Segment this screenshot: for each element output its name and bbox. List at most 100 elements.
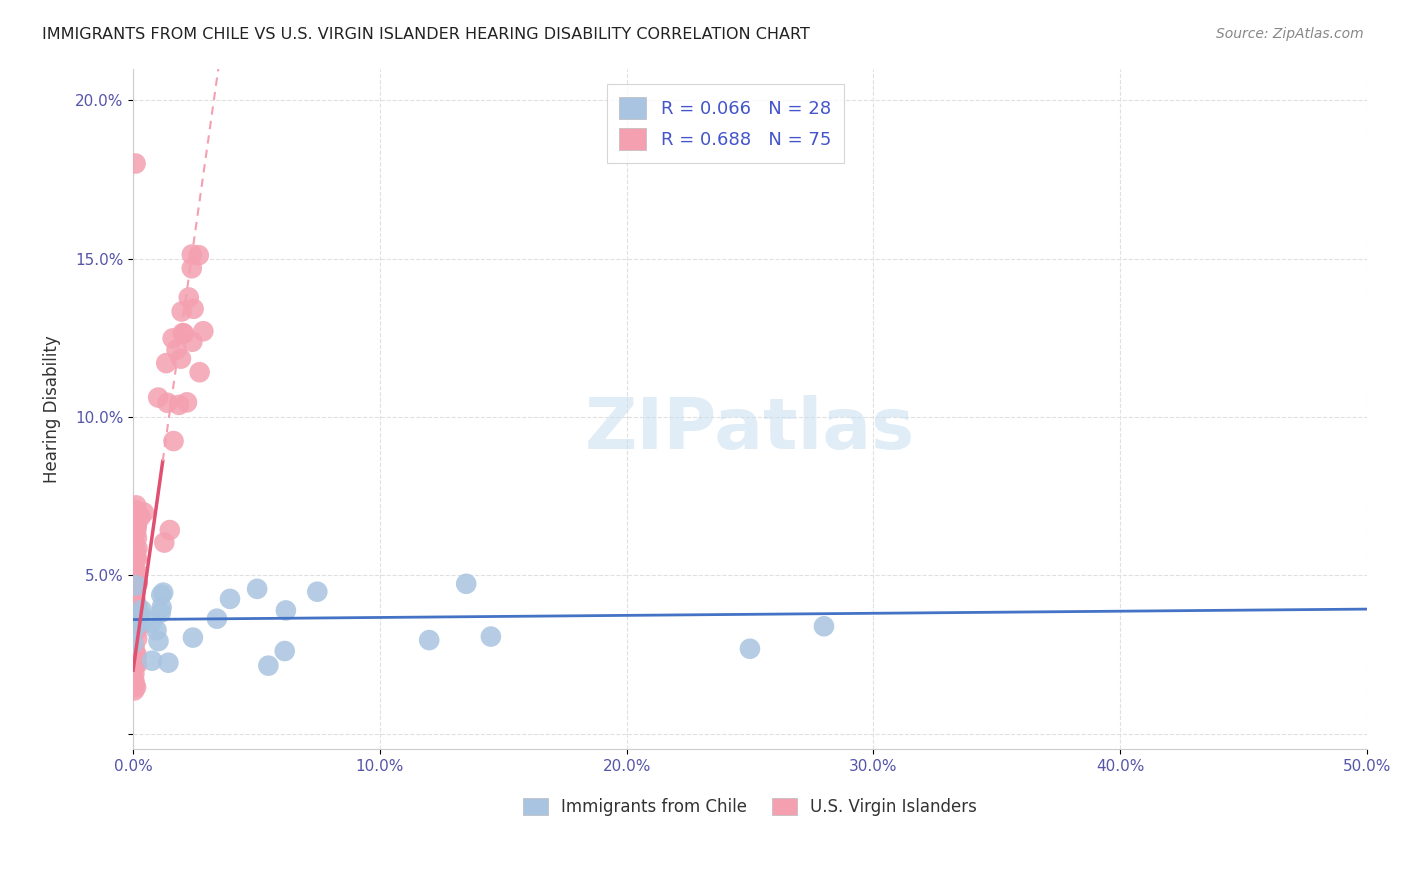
Point [176, 395, 198, 409]
Point [150, 600, 173, 615]
Text: ZIPatlas: ZIPatlas [585, 395, 915, 464]
Point [122, 624, 145, 638]
Point [177, 290, 200, 304]
Point [180, 247, 202, 261]
Point [170, 304, 193, 318]
Point [124, 603, 146, 617]
Legend: Immigrants from Chile, U.S. Virgin Islanders: Immigrants from Chile, U.S. Virgin Islan… [516, 791, 984, 822]
Point [170, 351, 193, 366]
Point [122, 502, 145, 516]
Point [124, 617, 146, 632]
Point [155, 356, 177, 370]
Point [127, 551, 149, 566]
Point [148, 634, 170, 648]
Point [124, 594, 146, 608]
Point [156, 396, 179, 410]
Point [813, 619, 835, 633]
Point [145, 624, 167, 638]
Point [188, 365, 211, 379]
Point [125, 657, 148, 672]
Point [172, 326, 194, 340]
Point [125, 504, 148, 518]
Point [125, 680, 148, 694]
Point [167, 398, 190, 412]
Point [124, 551, 146, 566]
Point [124, 619, 146, 633]
Point [127, 603, 149, 617]
Point [125, 499, 148, 513]
Point [187, 248, 209, 262]
Point [456, 576, 478, 591]
Point [124, 678, 146, 692]
Point [122, 581, 145, 595]
Point [307, 584, 329, 599]
Point [125, 564, 148, 578]
Point [128, 615, 150, 629]
Point [149, 606, 172, 620]
Point [124, 552, 146, 566]
Text: IMMIGRANTS FROM CHILE VS U.S. VIRGIN ISLANDER HEARING DISABILITY CORRELATION CHA: IMMIGRANTS FROM CHILE VS U.S. VIRGIN ISL… [42, 27, 810, 42]
Point [181, 631, 204, 645]
Point [122, 636, 145, 650]
Point [125, 648, 148, 662]
Point [162, 434, 184, 448]
Point [122, 623, 145, 637]
Point [180, 261, 202, 276]
Point [122, 673, 145, 687]
Point [122, 644, 145, 658]
Point [257, 658, 280, 673]
Point [124, 156, 146, 170]
Point [148, 391, 170, 405]
Point [127, 507, 149, 521]
Point [125, 543, 148, 558]
Point [153, 535, 176, 549]
Point [127, 576, 149, 591]
Point [274, 603, 297, 617]
Point [124, 648, 146, 662]
Point [183, 301, 205, 316]
Y-axis label: Hearing Disability: Hearing Disability [44, 335, 60, 483]
Point [124, 618, 146, 632]
Point [125, 520, 148, 534]
Point [132, 506, 155, 520]
Point [124, 683, 146, 698]
Point [125, 605, 148, 619]
Point [124, 666, 146, 681]
Point [159, 523, 181, 537]
Point [125, 507, 148, 521]
Point [125, 531, 148, 545]
Point [418, 633, 440, 648]
Point [124, 640, 146, 655]
Point [166, 343, 188, 357]
Point [152, 585, 174, 599]
Point [162, 331, 184, 345]
Point [131, 603, 153, 617]
Point [141, 654, 163, 668]
Text: Source: ZipAtlas.com: Source: ZipAtlas.com [1216, 27, 1364, 41]
Point [124, 604, 146, 618]
Point [738, 641, 761, 656]
Point [124, 604, 146, 618]
Point [122, 604, 145, 618]
Point [125, 599, 148, 613]
Point [141, 615, 163, 630]
Point [124, 535, 146, 549]
Point [129, 510, 152, 524]
Point [122, 660, 145, 674]
Point [127, 632, 149, 646]
Point [125, 624, 148, 638]
Point [127, 574, 149, 589]
Point [125, 578, 148, 592]
Point [125, 524, 148, 539]
Point [124, 673, 146, 688]
Point [181, 334, 204, 349]
Point [124, 626, 146, 640]
Point [124, 562, 146, 576]
Point [150, 588, 173, 602]
Point [127, 622, 149, 636]
Point [193, 324, 215, 338]
Point [219, 591, 242, 606]
Point [125, 519, 148, 533]
Point [173, 326, 195, 341]
Point [125, 657, 148, 672]
